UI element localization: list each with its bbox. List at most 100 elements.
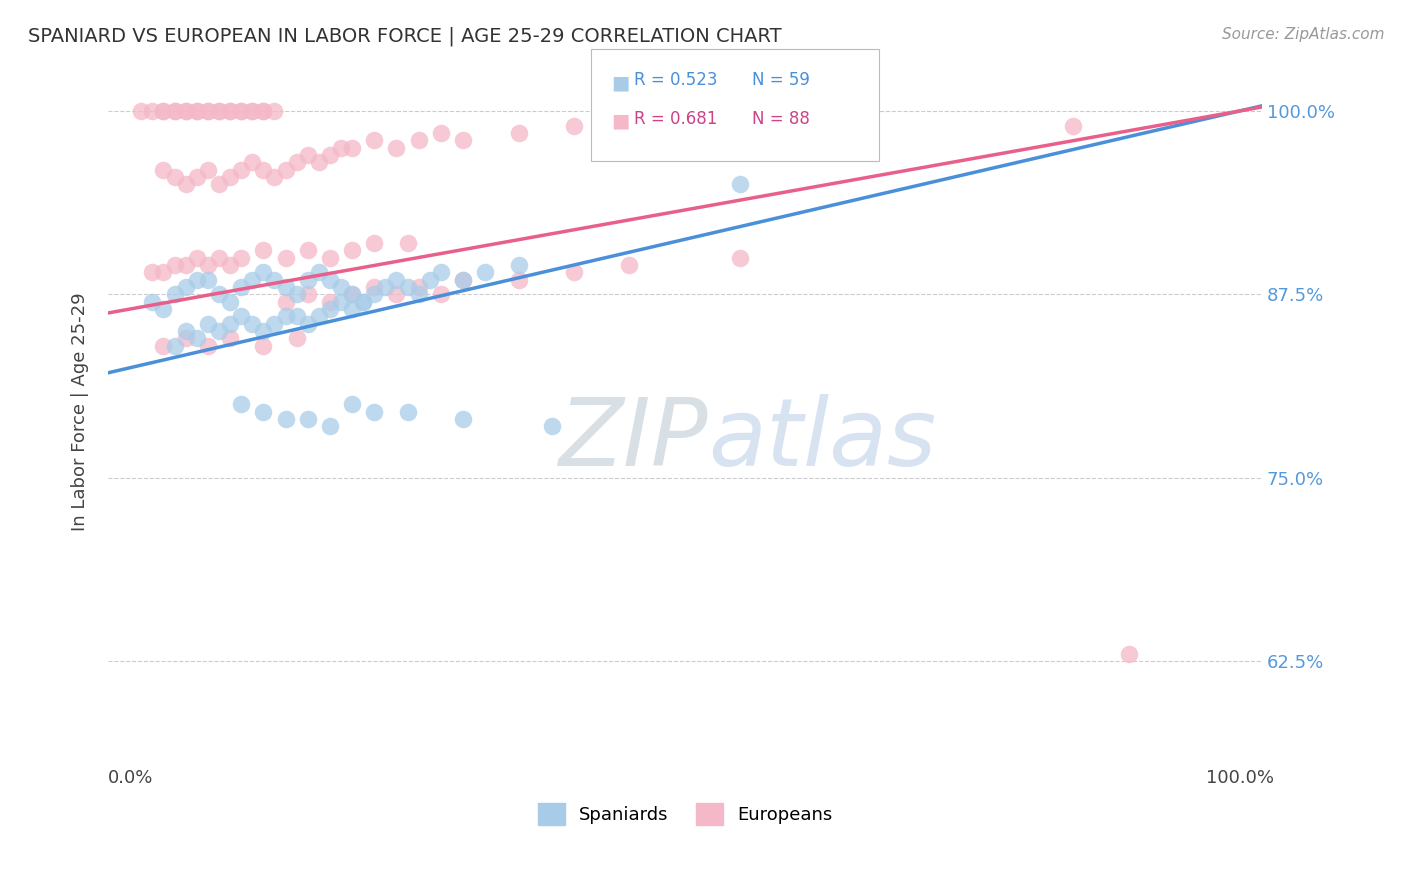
Point: [219, 258, 242, 272]
Point: [363, 287, 385, 301]
Point: [330, 294, 353, 309]
Point: [252, 405, 274, 419]
Point: [208, 251, 231, 265]
Point: [231, 397, 253, 411]
Point: [197, 339, 219, 353]
Point: [274, 280, 297, 294]
Point: [252, 103, 274, 118]
Point: [197, 103, 219, 118]
Point: [508, 273, 530, 287]
Point: [474, 265, 496, 279]
Point: [340, 301, 363, 316]
Point: [240, 103, 263, 118]
Point: [374, 280, 396, 294]
Point: [219, 294, 242, 309]
Legend: Spaniards, Europeans: Spaniards, Europeans: [537, 803, 832, 825]
Point: [363, 405, 385, 419]
Point: [297, 244, 319, 258]
Point: [285, 331, 308, 345]
Point: [252, 244, 274, 258]
Text: ZIP: ZIP: [558, 394, 709, 485]
Point: [297, 287, 319, 301]
Point: [208, 103, 231, 118]
Point: [562, 119, 585, 133]
Point: [508, 126, 530, 140]
Point: [208, 103, 231, 118]
Point: [430, 126, 453, 140]
Point: [252, 324, 274, 338]
Point: [385, 141, 408, 155]
Point: [152, 103, 174, 118]
Point: [152, 265, 174, 279]
Text: N = 88: N = 88: [752, 110, 810, 128]
Point: [385, 273, 408, 287]
Point: [730, 251, 752, 265]
Y-axis label: In Labor Force | Age 25-29: In Labor Force | Age 25-29: [72, 293, 89, 531]
Point: [263, 169, 285, 184]
Point: [240, 273, 263, 287]
Point: [219, 103, 242, 118]
Point: [163, 258, 186, 272]
Point: [274, 412, 297, 426]
Point: [451, 133, 474, 147]
Text: R = 0.681: R = 0.681: [634, 110, 717, 128]
Text: N = 59: N = 59: [752, 71, 810, 89]
Point: [297, 148, 319, 162]
Point: [297, 273, 319, 287]
Point: [174, 331, 197, 345]
Point: [451, 273, 474, 287]
Point: [308, 155, 330, 169]
Point: [231, 103, 253, 118]
Point: [385, 287, 408, 301]
Point: [396, 405, 419, 419]
Point: [1118, 647, 1140, 661]
Point: [340, 141, 363, 155]
Point: [219, 169, 242, 184]
Point: [141, 103, 163, 118]
Point: [174, 178, 197, 192]
Text: R = 0.523: R = 0.523: [634, 71, 717, 89]
Point: [197, 258, 219, 272]
Point: [430, 287, 453, 301]
Point: [186, 169, 208, 184]
Point: [252, 162, 274, 177]
Point: [197, 103, 219, 118]
Point: [352, 294, 374, 309]
Point: [319, 294, 342, 309]
Point: [274, 294, 297, 309]
Point: [319, 251, 342, 265]
Point: [141, 265, 163, 279]
Point: [186, 331, 208, 345]
Point: [319, 301, 342, 316]
Point: [408, 280, 430, 294]
Point: [208, 324, 231, 338]
Point: [841, 119, 863, 133]
Point: [263, 103, 285, 118]
Point: [163, 287, 186, 301]
Point: [430, 265, 453, 279]
Point: [174, 103, 197, 118]
Point: [174, 258, 197, 272]
Point: [730, 178, 752, 192]
Point: [263, 273, 285, 287]
Point: [231, 280, 253, 294]
Point: [186, 103, 208, 118]
Point: [274, 251, 297, 265]
Point: [152, 339, 174, 353]
Point: [419, 273, 441, 287]
Text: ■: ■: [612, 73, 630, 92]
Point: [308, 265, 330, 279]
Point: [308, 310, 330, 324]
Point: [319, 273, 342, 287]
Point: [197, 162, 219, 177]
Point: [174, 280, 197, 294]
Point: [619, 258, 641, 272]
Point: [129, 103, 152, 118]
Point: [163, 339, 186, 353]
Point: [197, 317, 219, 331]
Point: [263, 317, 285, 331]
Point: [231, 103, 253, 118]
Point: [252, 339, 274, 353]
Point: [152, 162, 174, 177]
Text: SPANIARD VS EUROPEAN IN LABOR FORCE | AGE 25-29 CORRELATION CHART: SPANIARD VS EUROPEAN IN LABOR FORCE | AG…: [28, 27, 782, 46]
